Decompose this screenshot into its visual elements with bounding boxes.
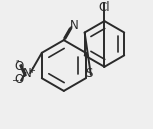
Text: N: N	[70, 19, 79, 32]
Text: −: −	[11, 76, 18, 85]
Text: N: N	[23, 67, 32, 80]
Text: O: O	[14, 73, 23, 86]
Text: O: O	[15, 60, 24, 73]
Text: ": "	[16, 60, 19, 69]
Text: S: S	[85, 67, 92, 80]
Text: Cl: Cl	[99, 1, 110, 14]
Text: +: +	[28, 66, 35, 75]
